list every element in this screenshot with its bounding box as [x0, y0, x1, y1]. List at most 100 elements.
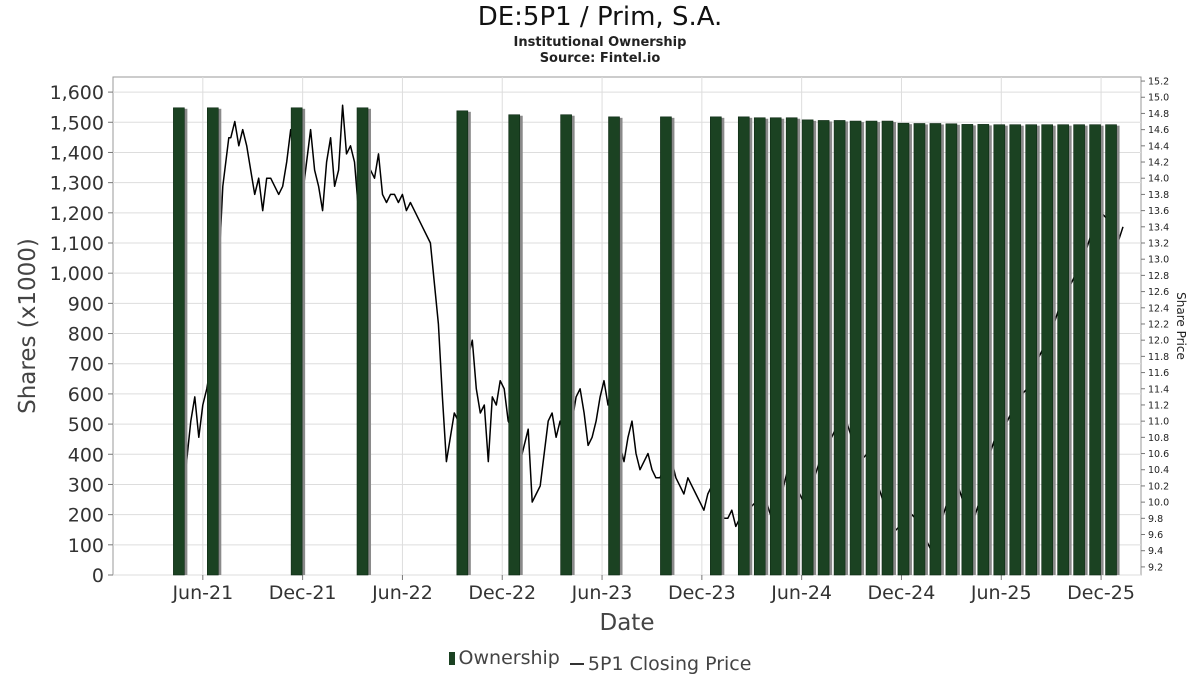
y-axis-title: Shares (x1000)	[15, 238, 41, 414]
ownership-bar	[508, 114, 521, 576]
x-axis-title: Date	[600, 610, 655, 636]
ownership-bar	[608, 116, 620, 576]
ownership-bar	[817, 120, 830, 576]
ownership-bar	[929, 123, 942, 576]
y2-tick-label: 9.6	[1148, 530, 1163, 541]
ownership-bar	[785, 117, 798, 576]
ownership-bar	[897, 122, 910, 576]
legend-label-price: 5P1 Closing Price	[587, 652, 752, 675]
y-tick-label: 100	[68, 535, 104, 557]
y2-tick-label: 11.0	[1148, 417, 1169, 428]
ownership-bar	[993, 124, 1006, 576]
y-tick-label: 1,500	[50, 112, 104, 134]
y2-tick-label: 15.0	[1148, 93, 1169, 104]
ownership-bar	[207, 107, 219, 576]
y-tick-label: 200	[68, 505, 104, 527]
x-tick-label: Dec-21	[269, 582, 337, 604]
ownership-chart: 0 100 200 300 400 500 600 700 800 900 1,000 1,100 1,…	[15, 76, 1188, 636]
y2-tick-label: 10.8	[1148, 433, 1169, 444]
y-tick-label: 700	[68, 354, 104, 376]
y2-tick-label: 12.2	[1148, 319, 1169, 330]
y-tick-label: 1,200	[50, 203, 104, 225]
legend: Ownership 5P1 Closing Price	[0, 647, 1200, 675]
ownership-bar	[290, 107, 303, 576]
ownership-bar	[173, 107, 185, 576]
y2-tick-label: 14.4	[1148, 141, 1169, 152]
chart-title: DE:5P1 / Prim, S.A.	[477, 2, 723, 32]
y2-tick-label: 13.6	[1148, 206, 1169, 217]
ownership-bar	[961, 124, 974, 576]
ownership-bar	[753, 117, 766, 576]
y2-tick-label: 11.6	[1148, 368, 1169, 379]
y-tick-label: 1,600	[50, 82, 104, 104]
y2-tick-label: 13.4	[1148, 222, 1169, 233]
y2-tick-label: 9.2	[1148, 562, 1163, 573]
ownership-bar	[1041, 124, 1053, 576]
y-tick-label: 1,100	[50, 233, 104, 255]
y-tick-label: 600	[68, 384, 104, 406]
ownership-bar	[1009, 124, 1022, 576]
ownership-bar	[801, 119, 814, 576]
legend-item-price[interactable]: 5P1 Closing Price	[569, 652, 752, 675]
y-tick-label: 400	[68, 444, 104, 466]
y2-tick-label: 13.2	[1148, 239, 1169, 250]
y-tick-label: 1,000	[50, 263, 104, 285]
chart-source: Source: Fintel.io	[539, 51, 661, 66]
x-tick-label: Jun-22	[371, 582, 433, 604]
y2-tick-label: 9.4	[1148, 546, 1163, 557]
y2-axis-title: Share Price	[1174, 292, 1188, 360]
y-tick-label: 900	[68, 293, 104, 315]
legend-label-ownership: Ownership	[458, 647, 560, 669]
ownership-bar	[769, 117, 782, 576]
x-tick-label: Jun-23	[571, 582, 633, 604]
legend-item-ownership[interactable]: Ownership	[448, 647, 560, 669]
y2-tick-label: 10.4	[1148, 465, 1169, 476]
ownership-bar	[977, 124, 990, 576]
y-tick-label: 0	[92, 565, 104, 587]
ownership-bar	[833, 120, 846, 576]
ownership-bar	[865, 120, 878, 576]
y2-tick-label: 11.2	[1148, 400, 1169, 411]
legend-line-swatch	[569, 662, 584, 665]
ownership-bar	[1073, 124, 1085, 576]
x-tick-label: Dec-24	[868, 582, 936, 604]
y2-tick-label: 10.0	[1148, 498, 1169, 509]
y2-tick-label: 14.8	[1148, 109, 1169, 120]
y2-tick-label: 11.4	[1148, 384, 1169, 395]
ownership-bar	[945, 123, 958, 576]
chart-subtitle: Institutional Ownership	[513, 35, 687, 50]
y2-tick-label: 14.2	[1148, 158, 1169, 169]
y2-tick-label: 13.8	[1148, 190, 1169, 201]
ownership-bar	[560, 114, 572, 576]
x-tick-label: Jun-21	[171, 582, 233, 604]
y2-tick-label: 10.6	[1148, 449, 1169, 460]
y-tick-label: 1,400	[50, 142, 104, 164]
y2-tick-label: 11.8	[1148, 352, 1169, 363]
y2-tick-label: 12.6	[1148, 287, 1169, 298]
y2-tick-label: 12.0	[1148, 336, 1169, 347]
y2-tick-label: 13.0	[1148, 255, 1169, 266]
x-tick-label: Dec-23	[668, 582, 736, 604]
y-tick-label: 1,300	[50, 173, 104, 195]
ownership-bar	[737, 116, 750, 576]
y2-tick-label: 14.6	[1148, 125, 1169, 136]
ownership-bar	[849, 120, 862, 576]
y2-tick-label: 14.0	[1148, 174, 1169, 185]
x-tick-label: Jun-25	[970, 582, 1032, 604]
x-tick-label: Dec-22	[468, 582, 536, 604]
y-tick-label: 800	[68, 324, 104, 346]
ownership-bar	[881, 120, 894, 576]
y-tick-label: 500	[68, 414, 104, 436]
ownership-bar	[356, 107, 369, 576]
y2-tick-label: 10.2	[1148, 481, 1169, 492]
ownership-bar	[710, 116, 722, 576]
ownership-bar	[1057, 124, 1069, 576]
ownership-bar	[913, 123, 926, 576]
legend-bar-swatch	[448, 651, 455, 665]
ownership-bar	[660, 116, 672, 576]
x-tick-label: Jun-24	[770, 582, 832, 604]
y2-tick-label: 15.2	[1148, 77, 1169, 88]
x-tick-label: Dec-25	[1067, 582, 1135, 604]
ownership-bar	[1025, 124, 1038, 576]
y2-tick-label: 12.8	[1148, 271, 1169, 282]
